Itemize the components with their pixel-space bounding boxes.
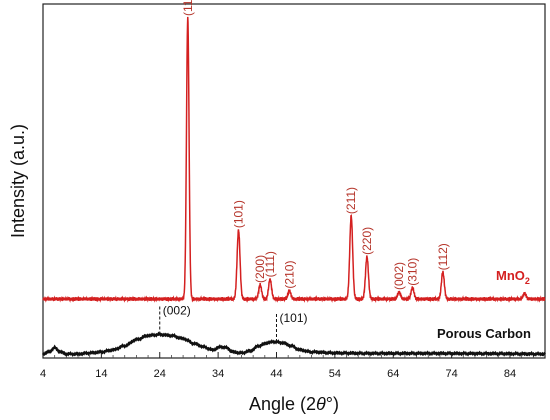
x-tick-label: 54 — [329, 368, 341, 380]
carbon-reference-lines: (002) (101) — [159, 304, 308, 342]
mno2-subscript: 2 — [525, 276, 530, 286]
x-tick-label: 14 — [95, 368, 107, 380]
peak-label: (110) — [181, 0, 195, 16]
x-tick-label: 74 — [445, 368, 457, 380]
x-axis-title: Angle (2θ°) — [249, 394, 339, 414]
carbon-reference-label: (101) — [279, 311, 307, 325]
plot-frame — [42, 3, 546, 359]
carbon-reference-label: (002) — [163, 304, 191, 318]
peak-label: (211) — [344, 187, 358, 214]
x-tick-label: 34 — [212, 368, 224, 380]
x-tick-label: 24 — [154, 368, 166, 380]
x-tick-label: 84 — [504, 368, 516, 380]
peak-label: (200) — [253, 255, 267, 283]
peak-label: (210) — [282, 261, 296, 289]
peak-label: (101) — [232, 200, 246, 228]
x-axis-title-suffix: °) — [326, 394, 339, 414]
peak-label: (111) — [263, 251, 277, 277]
x-axis-tick-labels: 4 14 24 34 44 54 64 74 84 — [40, 368, 516, 380]
x-tick-label: 64 — [387, 368, 399, 380]
peak-labels: (110) (101) (200)(111) (210) (211)(220) (002)… — [181, 0, 450, 290]
peak-label: (002) — [392, 262, 406, 290]
x-axis-title-prefix: Angle (2 — [249, 394, 316, 414]
series-label-mno2: MnO2 — [496, 268, 530, 286]
y-axis-title: Intensity (a.u.) — [8, 124, 28, 238]
peak-label: (220) — [360, 227, 374, 255]
x-tick-label: 4 — [40, 368, 46, 380]
peak-label: (310) — [406, 258, 420, 286]
series-line-mno2 — [42, 16, 546, 304]
series-label-porous-carbon: Porous Carbon — [437, 326, 531, 341]
peak-label: (112) — [436, 243, 450, 270]
series-line-porous-carbon — [41, 331, 546, 358]
x-axis-title-theta: θ — [316, 394, 326, 414]
minor-ticks — [54, 355, 534, 358]
x-tick-label: 44 — [270, 368, 282, 380]
